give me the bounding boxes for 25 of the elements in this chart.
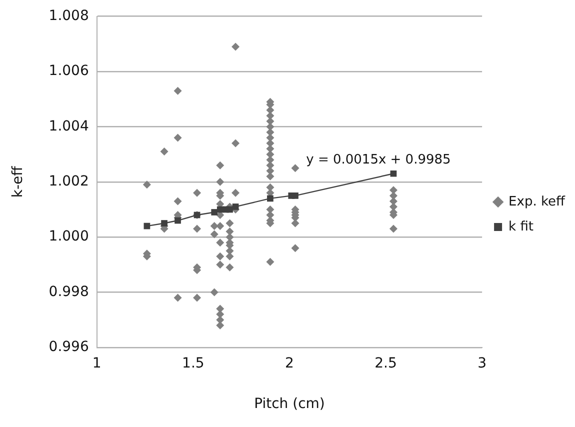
y-tick-label: 1.006	[48, 63, 89, 80]
annotation: y = 0.0015x + 0.9985	[306, 152, 451, 168]
point	[211, 209, 218, 216]
point	[226, 206, 233, 213]
y-tick-label: 0.998	[48, 284, 89, 300]
legend-label: Exp. keff	[508, 194, 566, 210]
x-tick-label: 2.5	[374, 355, 397, 372]
point	[161, 220, 168, 226]
y-axis-title: k-eff	[10, 166, 26, 198]
y-tick-label: 0.996	[48, 339, 89, 356]
point	[232, 204, 239, 210]
point	[267, 195, 274, 202]
x-tick-label: 2	[285, 355, 294, 372]
y-tick-label: 1.004	[48, 118, 89, 134]
y-tick-label: 1.000	[48, 228, 89, 245]
y-tick-label: 1.008	[48, 8, 89, 24]
point	[390, 170, 397, 177]
point	[174, 217, 181, 224]
x-tick-label: 3	[478, 355, 487, 372]
y-tick-label: 1.002	[48, 174, 89, 190]
legend-label: k fit	[508, 219, 534, 234]
x-tick-label: 1.5	[182, 355, 204, 372]
x-tick-label: 1	[92, 355, 102, 372]
point	[292, 192, 298, 199]
x-axis-title: Pitch (cm)	[254, 396, 325, 412]
